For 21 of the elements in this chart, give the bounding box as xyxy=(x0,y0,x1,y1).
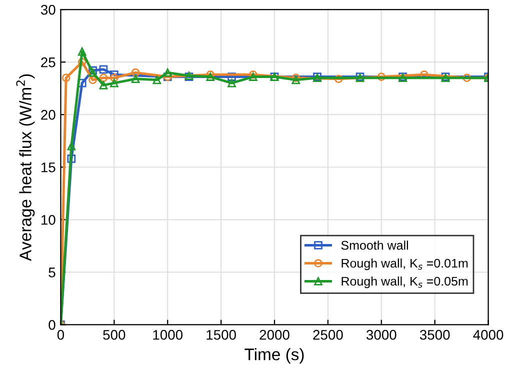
legend-label: Smooth wall xyxy=(341,240,408,250)
x-tick-label: 1500 xyxy=(206,330,236,340)
y-axis-title: Average heat flux (W/m$^{2}$) xyxy=(16,74,35,262)
x-tick-label: 1000 xyxy=(153,330,183,340)
x-tick-label: 3500 xyxy=(420,330,450,340)
x-axis-title: Time (s) xyxy=(244,348,304,364)
x-tick-label: 4000 xyxy=(473,330,504,340)
x-tick-label: 2500 xyxy=(313,330,343,340)
y-tick-label: 20 xyxy=(41,110,56,120)
legend-label: Rough wall, K$_{s}$ =0.01m xyxy=(342,258,468,270)
legend-label: Rough wall, K$_{s}$ =0.05m xyxy=(342,276,468,288)
y-tick-label: 30 xyxy=(40,4,56,15)
y-tick-label: 5 xyxy=(48,268,56,278)
y-tick-label: 0 xyxy=(48,320,56,330)
x-tick-label: 3000 xyxy=(366,330,396,340)
y-tick-label: 15 xyxy=(41,162,56,172)
x-tick-label: 500 xyxy=(103,330,126,340)
x-tick-label: 0 xyxy=(57,330,64,340)
y-tick-label: 10 xyxy=(41,214,56,225)
x-tick-label: 2000 xyxy=(260,330,290,340)
y-tick-label: 25 xyxy=(41,57,56,68)
